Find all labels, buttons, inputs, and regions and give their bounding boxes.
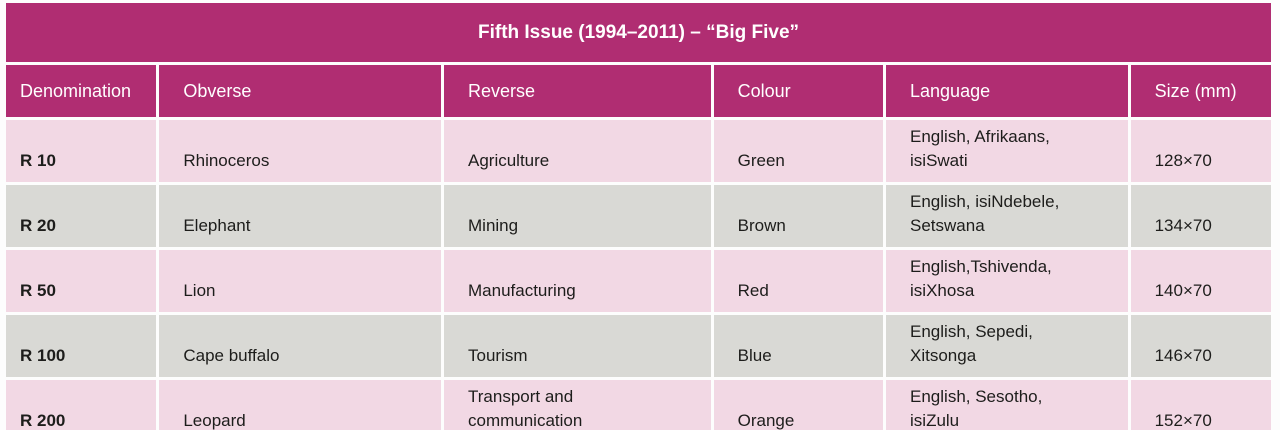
cell-size: 152×70 [1130, 380, 1271, 430]
cell-size: 128×70 [1130, 120, 1271, 182]
cell-language: English, Sesotho, isiZulu [886, 380, 1128, 430]
cell-obverse: Cape buffalo [159, 315, 441, 377]
cell-size: 146×70 [1130, 315, 1271, 377]
cell-colour: Orange [713, 380, 884, 430]
table-title-row: Fifth Issue (1994–2011) – “Big Five” [6, 3, 1271, 62]
cell-colour: Blue [713, 315, 884, 377]
cell-denomination: R 100 [6, 315, 157, 377]
column-header-reverse: Reverse [444, 65, 711, 117]
cell-language: English, isiNdebele, Setswana [886, 185, 1128, 247]
table-row-r50: R 50 Lion Manufacturing Red English,Tshi… [6, 250, 1271, 312]
cell-colour: Green [713, 120, 884, 182]
table-row-r100: R 100 Cape buffalo Tourism Blue English,… [6, 315, 1271, 377]
table-row-r20: R 20 Elephant Mining Brown English, isiN… [6, 185, 1271, 247]
cell-colour: Brown [713, 185, 884, 247]
cell-language: English, Afrikaans, isiSwati [886, 120, 1128, 182]
cell-reverse: Tourism [444, 315, 711, 377]
table-header-row: Denomination Obverse Reverse Colour Lang… [6, 65, 1271, 117]
cell-colour: Red [713, 250, 884, 312]
cell-language: English,Tshivenda, isiXhosa [886, 250, 1128, 312]
cell-obverse: Elephant [159, 185, 441, 247]
cell-reverse: Mining [444, 185, 711, 247]
cell-language: English, Sepedi, Xitsonga [886, 315, 1128, 377]
banknote-issue-table: Fifth Issue (1994–2011) – “Big Five” Den… [3, 0, 1274, 430]
cell-size: 134×70 [1130, 185, 1271, 247]
cell-denomination: R 50 [6, 250, 157, 312]
cell-denomination: R 20 [6, 185, 157, 247]
table-row-r200: R 200 Leopard Transport and communicatio… [6, 380, 1271, 430]
table-row-r10: R 10 Rhinoceros Agriculture Green Englis… [6, 120, 1271, 182]
cell-denomination: R 10 [6, 120, 157, 182]
column-header-obverse: Obverse [159, 65, 441, 117]
cell-obverse: Rhinoceros [159, 120, 441, 182]
cell-reverse: Agriculture [444, 120, 711, 182]
cell-reverse: Transport and communication [444, 380, 711, 430]
column-header-language: Language [886, 65, 1128, 117]
cell-denomination: R 200 [6, 380, 157, 430]
cell-reverse: Manufacturing [444, 250, 711, 312]
column-header-colour: Colour [713, 65, 884, 117]
cell-obverse: Lion [159, 250, 441, 312]
cell-size: 140×70 [1130, 250, 1271, 312]
cell-obverse: Leopard [159, 380, 441, 430]
table-title: Fifth Issue (1994–2011) – “Big Five” [6, 3, 1271, 62]
column-header-size: Size (mm) [1130, 65, 1271, 117]
column-header-denomination: Denomination [6, 65, 157, 117]
